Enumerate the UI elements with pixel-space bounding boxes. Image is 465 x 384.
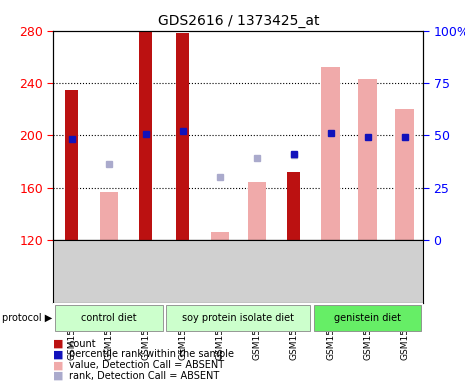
Text: ■: ■: [53, 360, 64, 370]
Text: ■: ■: [53, 339, 64, 349]
Bar: [176, 33, 189, 240]
Text: genistein diet: genistein diet: [334, 313, 401, 323]
Text: ■: ■: [53, 371, 64, 381]
Bar: [247, 182, 266, 240]
Bar: [321, 67, 340, 240]
FancyBboxPatch shape: [166, 305, 311, 331]
Bar: [66, 89, 79, 240]
Bar: [287, 172, 300, 240]
Bar: [140, 31, 153, 240]
Title: GDS2616 / 1373425_at: GDS2616 / 1373425_at: [158, 14, 319, 28]
Text: value, Detection Call = ABSENT: value, Detection Call = ABSENT: [69, 360, 224, 370]
Text: rank, Detection Call = ABSENT: rank, Detection Call = ABSENT: [69, 371, 219, 381]
FancyBboxPatch shape: [55, 305, 163, 331]
Text: percentile rank within the sample: percentile rank within the sample: [69, 349, 234, 359]
Text: ■: ■: [53, 349, 64, 359]
Bar: [211, 232, 229, 240]
FancyBboxPatch shape: [314, 305, 421, 331]
Text: protocol ▶: protocol ▶: [2, 313, 53, 323]
Bar: [395, 109, 414, 240]
Text: control diet: control diet: [81, 313, 137, 323]
Bar: [100, 192, 118, 240]
Text: count: count: [69, 339, 96, 349]
Bar: [359, 79, 377, 240]
Text: soy protein isolate diet: soy protein isolate diet: [182, 313, 294, 323]
